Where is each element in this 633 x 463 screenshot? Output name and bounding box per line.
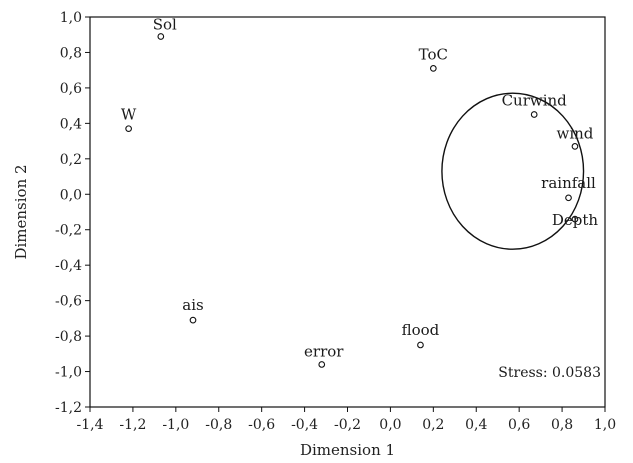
x-tick-label: -1,2 — [119, 417, 146, 433]
x-tick-label: 0,0 — [379, 417, 401, 433]
data-point — [565, 194, 572, 202]
point-label: Sol — [153, 16, 177, 34]
x-tick-label: -0,6 — [248, 417, 275, 433]
data-point — [429, 65, 437, 72]
data-point — [318, 361, 326, 368]
y-tick-label: 1,0 — [60, 10, 82, 26]
x-tick-label: 0,2 — [422, 417, 444, 433]
y-tick-label: 0,8 — [60, 45, 82, 61]
y-axis-label: Dimension 2 — [12, 164, 30, 259]
x-axis-label: Dimension 1 — [300, 441, 395, 459]
cluster-ellipse — [441, 92, 585, 250]
y-tick-label: -1,0 — [55, 365, 82, 381]
point-label: wind — [557, 124, 594, 142]
y-tick-label: -0,4 — [55, 258, 82, 274]
x-tick-label: 0,8 — [551, 417, 573, 433]
point-label: W — [121, 106, 137, 124]
data-point — [125, 125, 132, 133]
data-point — [189, 316, 197, 324]
data-point — [530, 111, 538, 118]
plot-frame — [89, 16, 606, 408]
point-label: error — [304, 342, 344, 360]
data-point — [571, 215, 579, 223]
point-label: flood — [402, 321, 440, 339]
x-tick-label: 0,4 — [465, 417, 487, 433]
y-tick-label: 0,0 — [60, 187, 82, 203]
x-tick-label: 1,0 — [594, 417, 616, 433]
x-tick-label: -0,4 — [291, 417, 318, 433]
y-tick-label: -0,2 — [55, 223, 82, 239]
y-tick-label: 0,2 — [60, 152, 82, 168]
y-tick-label: 0,6 — [60, 81, 82, 97]
data-point — [157, 33, 165, 40]
x-tick-label: -0,8 — [205, 417, 232, 433]
y-tick-label: -0,6 — [55, 294, 82, 310]
y-tick-label: -0,8 — [55, 329, 82, 345]
stress-annotation: Stress: 0.0583 — [498, 365, 601, 381]
point-label: Curwind — [502, 92, 568, 110]
y-tick-label: 0,4 — [60, 116, 82, 132]
point-label: ToC — [419, 45, 448, 63]
y-tick-label: -1,2 — [55, 400, 82, 416]
point-label: Depth — [552, 211, 599, 229]
x-tick-label: -0,2 — [334, 417, 361, 433]
x-tick-label: 0,6 — [508, 417, 530, 433]
x-tick-label: -1,4 — [77, 417, 104, 433]
point-label: ais — [182, 296, 203, 314]
point-label: rainfall — [541, 174, 596, 192]
x-tick-label: -1,0 — [162, 417, 189, 433]
data-point — [417, 341, 424, 349]
data-point — [571, 143, 579, 150]
